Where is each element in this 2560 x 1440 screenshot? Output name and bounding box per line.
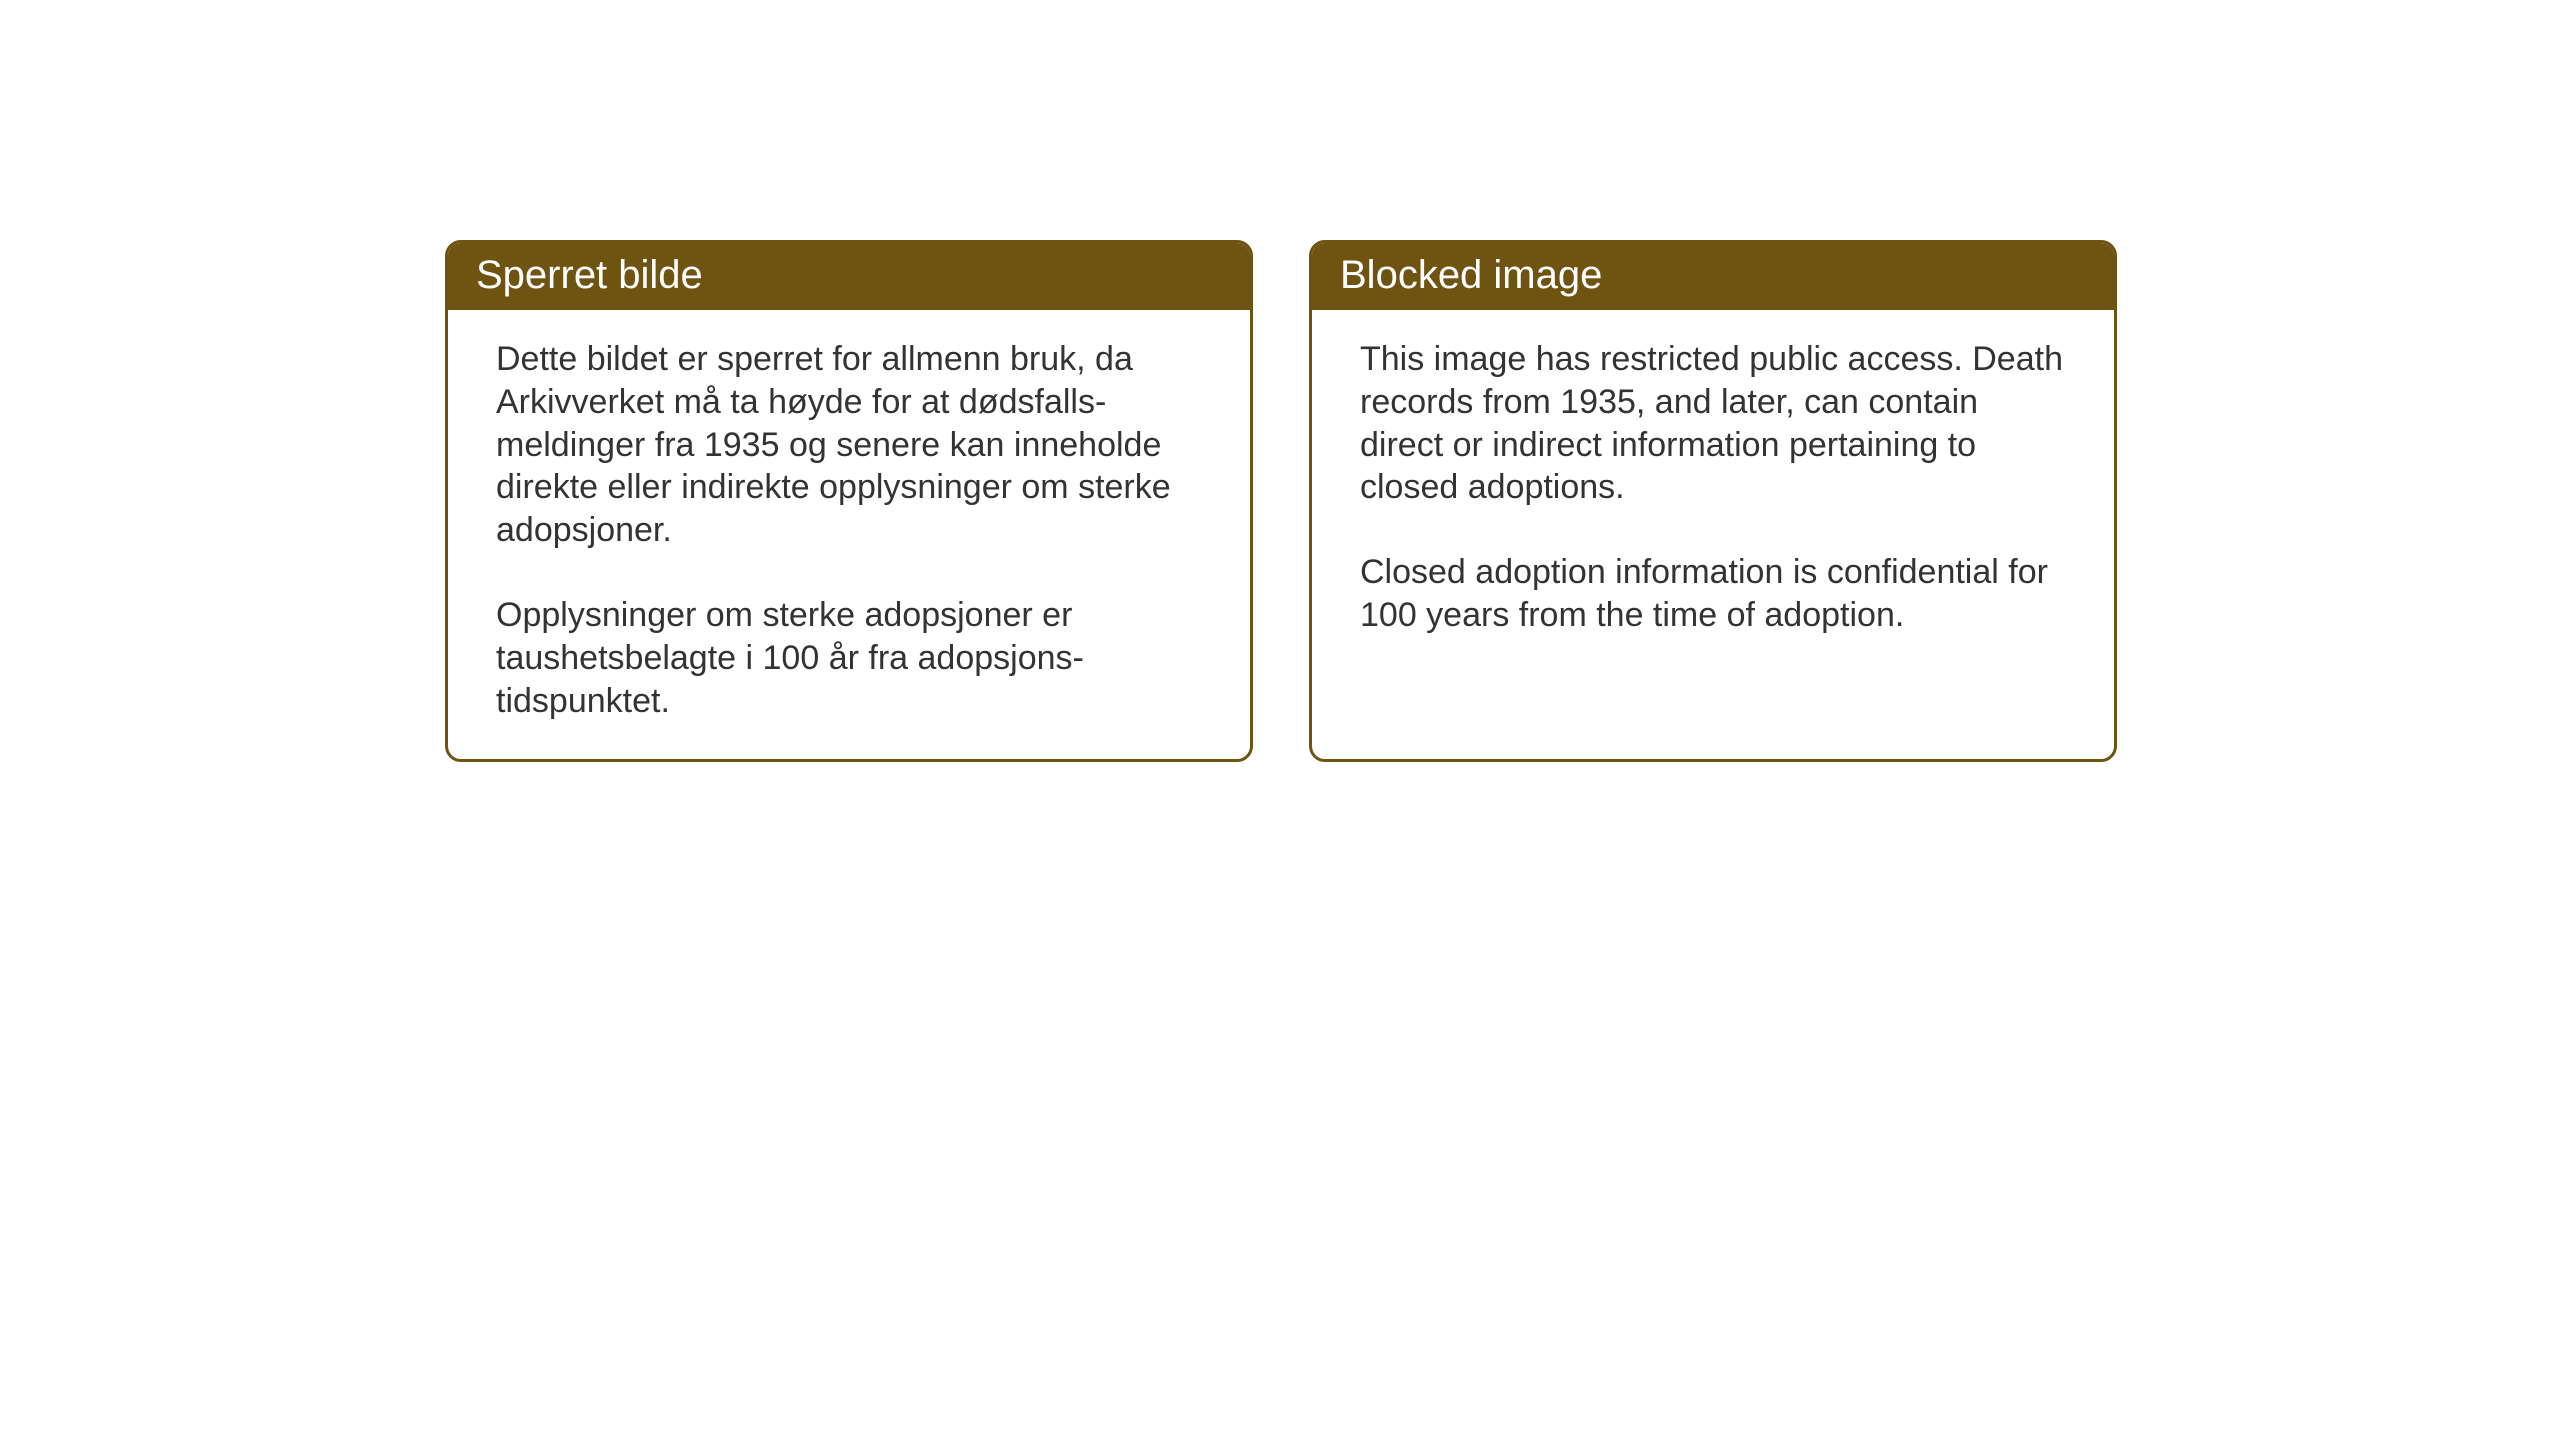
english-card-body: This image has restricted public access.… — [1312, 310, 2114, 753]
norwegian-card-body: Dette bildet er sperret for allmenn bruk… — [448, 310, 1250, 759]
norwegian-notice-card: Sperret bilde Dette bildet er sperret fo… — [445, 240, 1253, 762]
english-notice-card: Blocked image This image has restricted … — [1309, 240, 2117, 762]
english-paragraph-1: This image has restricted public access.… — [1360, 338, 2066, 509]
norwegian-card-title: Sperret bilde — [448, 243, 1250, 310]
english-paragraph-2: Closed adoption information is confident… — [1360, 551, 2066, 637]
norwegian-paragraph-1: Dette bildet er sperret for allmenn bruk… — [496, 338, 1202, 552]
english-card-title: Blocked image — [1312, 243, 2114, 310]
norwegian-paragraph-2: Opplysninger om sterke adopsjoner er tau… — [496, 594, 1202, 722]
notice-container: Sperret bilde Dette bildet er sperret fo… — [445, 240, 2117, 762]
